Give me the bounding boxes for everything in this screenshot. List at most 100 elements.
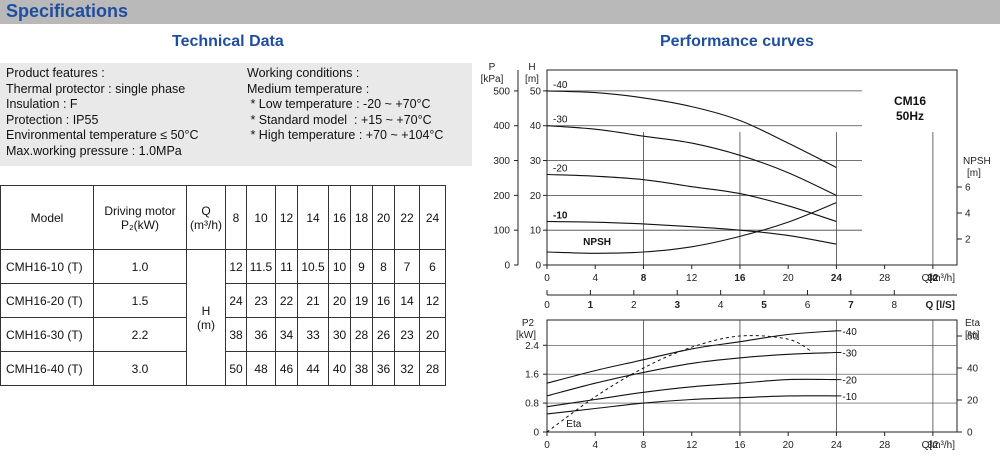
- q-value: 16: [328, 185, 351, 250]
- feature-line: Max.working pressure : 1.0MPa: [6, 143, 182, 158]
- power-cell: 1.0: [93, 249, 187, 284]
- power-efficiency-chart: 0 4 8 12 16 20 24 28 32Q[m³/h] 0 0.8 1.6 2.4 P2[kW] 0 2…: [516, 318, 980, 451]
- x-axis-label: Q[m³/h]: [922, 440, 956, 451]
- model-cell: CMH16-20 (T): [0, 283, 94, 318]
- x-tick-label: 8: [641, 440, 647, 451]
- ls-tick-label: 2: [631, 300, 637, 311]
- head-cell: 38: [350, 351, 373, 386]
- head-curve-label: -20: [553, 163, 568, 174]
- x-tick-label: 20: [783, 440, 795, 451]
- ls-tick-label: 1: [588, 300, 594, 311]
- p-tick-label: 100: [493, 226, 510, 237]
- header-q: Q (m³/h): [186, 185, 226, 250]
- x-tick-label: 24: [831, 440, 843, 451]
- q-value: 14: [297, 185, 329, 250]
- q-value: 18: [350, 185, 373, 250]
- plot-frame: [546, 69, 958, 266]
- banner-title: Specifications: [6, 1, 129, 21]
- feature-line: Product features :: [6, 66, 105, 80]
- head-curve: [546, 90, 837, 168]
- head-cell: 10: [328, 249, 351, 284]
- power-curve: [546, 378, 837, 408]
- ls-tick-label: 4: [718, 300, 724, 311]
- head-cell: 8: [372, 249, 395, 284]
- x-tick-label: 8: [641, 273, 647, 284]
- ls-axis-label: Q [l/S]: [926, 300, 955, 311]
- table-row: CMH16-20 (T) 1.5 24 23 22 21 20 19 16 14…: [0, 283, 446, 318]
- head-cell: 30: [328, 317, 351, 352]
- head-cell: 6: [419, 249, 446, 284]
- npsh-curve-label: NPSH: [583, 237, 611, 248]
- head-cell: 33: [297, 317, 329, 352]
- h-axis-label: H: [528, 62, 535, 73]
- power-curve-label: -40: [842, 327, 857, 338]
- p-tick-label: 400: [493, 121, 510, 132]
- head-cell: 12: [225, 249, 247, 284]
- head-cell: 38: [225, 317, 247, 352]
- x-tick-label: 0: [544, 440, 550, 451]
- condition-line: Medium temperature :: [247, 81, 370, 96]
- head-cell: 21: [297, 283, 329, 318]
- model-label: CM16: [894, 94, 926, 108]
- h-tick-label: 50: [530, 86, 542, 97]
- h-tick-label: 0: [535, 261, 541, 272]
- model-cell: CMH16-40 (T): [0, 351, 94, 386]
- p2-tick-label: 0.8: [525, 399, 539, 410]
- ls-tick-label: 0: [544, 300, 550, 311]
- head-cell: 34: [275, 317, 298, 352]
- ls-tick-label: 5: [761, 300, 767, 311]
- eta-tick-label: 40: [967, 364, 979, 375]
- q-value: 24: [419, 185, 446, 250]
- head-cell: 10.5: [297, 249, 329, 284]
- head-cell: 20: [328, 283, 351, 318]
- eta-axis-label: Eta: [965, 318, 980, 329]
- condition-line: * Standard model : +15 ~ +70°C: [247, 112, 432, 127]
- x-tick-label: 16: [734, 440, 746, 451]
- power-curve: [546, 395, 837, 415]
- working-conditions-box: Working conditions : Medium temperature …: [225, 63, 472, 166]
- head-cell: 19: [350, 283, 373, 318]
- x-tick-label: 28: [879, 440, 891, 451]
- head-cell: 16: [372, 283, 395, 318]
- header-model: Model: [0, 185, 94, 250]
- condition-line: * Low temperature : -20 ~ +70°C: [247, 97, 431, 112]
- head-cell: 11: [275, 249, 298, 284]
- head-cell: 24: [225, 283, 247, 318]
- p-axis-label: P: [489, 62, 496, 73]
- eta-axis-unit: [%]: [965, 330, 980, 341]
- product-features-box: Product features : Thermal protector : s…: [0, 63, 226, 166]
- head-cell: 20: [419, 317, 446, 352]
- h-tick-label: 10: [530, 226, 542, 237]
- ls-tick-label: 6: [805, 300, 811, 311]
- power-cell: 3.0: [93, 351, 187, 386]
- x-tick-label: 12: [686, 273, 698, 284]
- head-curve-label: -30: [553, 115, 568, 126]
- freq-label: 50Hz: [896, 109, 924, 123]
- head-cell: 9: [350, 249, 373, 284]
- npsh-tick-label: 6: [965, 183, 971, 194]
- feature-line: Environmental temperature ≤ 50°C: [6, 128, 199, 143]
- condition-line: Working conditions :: [247, 66, 360, 80]
- feature-line: Protection : IP55: [6, 112, 99, 127]
- q-value: 12: [275, 185, 298, 250]
- head-performance-chart: 0 4 8 12 16 20 24 28 32Q[m³/h]010203040500100200…: [481, 62, 990, 311]
- head-cell: 23: [394, 317, 420, 352]
- p2-axis-label: P2: [522, 318, 535, 329]
- power-curve-label: -30: [842, 349, 857, 360]
- head-cell: 48: [246, 351, 276, 386]
- p2-axis-unit: [kW]: [516, 330, 536, 341]
- x-tick-label: 16: [734, 273, 746, 284]
- head-curve-label: -40: [553, 80, 568, 91]
- eta-curve: [546, 335, 813, 433]
- model-cell: CMH16-10 (T): [0, 249, 94, 284]
- npsh-axis-label: NPSH: [963, 156, 990, 167]
- head-cell: 36: [246, 317, 276, 352]
- h-tick-label: 40: [530, 121, 542, 132]
- x-tick-label: 4: [592, 273, 598, 284]
- npsh-tick-label: 2: [965, 235, 971, 246]
- p-tick-label: 500: [493, 86, 510, 97]
- p-axis-unit: [kPa]: [481, 74, 504, 85]
- condition-line: * High temperature : +70 ~ +104°C: [247, 128, 444, 143]
- ls-tick-label: 3: [674, 300, 680, 311]
- x-tick-label: 28: [879, 273, 891, 284]
